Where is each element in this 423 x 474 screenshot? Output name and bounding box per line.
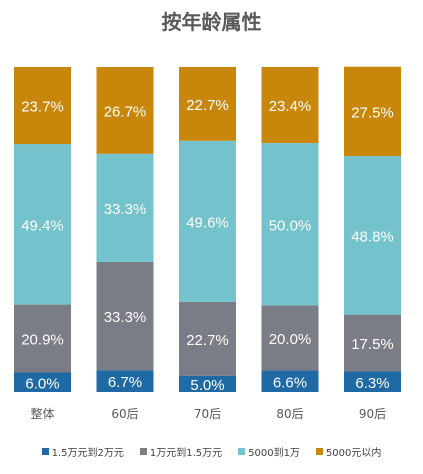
legend-swatch-1	[139, 448, 147, 455]
legend-item-3: 5000元以内	[315, 444, 382, 459]
data-label-60后-s3: 26.7%	[104, 103, 147, 120]
legend-label-3: 5000元以内	[325, 448, 382, 459]
legend-swatch-0	[41, 448, 49, 455]
legend-swatch-3	[315, 448, 323, 455]
bar-segment-70后-s1	[179, 301, 236, 376]
x-tick-label-80后: 80后	[276, 407, 303, 421]
bar-segment-整体-s0	[14, 372, 71, 392]
data-label-整体-s0: 6.0%	[25, 375, 59, 392]
bar-segment-90后-s2	[344, 156, 401, 315]
x-tick-label-60后: 60后	[111, 407, 138, 421]
data-label-整体-s3: 23.7%	[21, 99, 64, 116]
data-label-60后-s2: 33.3%	[104, 201, 147, 218]
bar-segment-70后-s2	[179, 140, 236, 302]
bar-segment-80后-s1	[261, 305, 319, 371]
data-label-90后-s2: 48.8%	[351, 228, 394, 245]
bar-segment-60后-s0	[96, 370, 154, 392]
bar-segment-90后-s1	[344, 314, 401, 372]
data-label-90后-s0: 6.3%	[355, 375, 389, 392]
chart-legend: 1.5万元到2万元 1万元到1.5万元 5000到1万 5000元以内	[0, 444, 423, 459]
data-label-70后-s2: 49.6%	[186, 214, 229, 231]
x-tick-label-90后: 90后	[359, 407, 386, 421]
bar-segment-60后-s2	[96, 153, 154, 262]
data-label-90后-s3: 27.5%	[351, 104, 394, 121]
legend-item-1: 1万元到1.5万元	[139, 444, 223, 459]
bar-segment-80后-s3	[261, 67, 319, 144]
legend-label-2: 5000到1万	[248, 448, 300, 459]
data-label-70后-s0: 5.0%	[190, 377, 224, 394]
data-label-整体-s2: 49.4%	[21, 217, 64, 234]
data-label-90后-s1: 17.5%	[351, 336, 394, 353]
data-label-70后-s3: 22.7%	[186, 97, 229, 114]
data-label-整体-s1: 20.9%	[21, 332, 64, 349]
legend-swatch-2	[238, 448, 246, 455]
bar-segment-90后-s0	[344, 371, 401, 392]
bar-segment-70后-s3	[179, 67, 236, 141]
bar-segment-90后-s3	[344, 66, 401, 157]
bar-segment-80后-s0	[261, 370, 319, 392]
x-tick-label-整体: 整体	[30, 406, 54, 421]
bar-segment-整体-s2	[14, 144, 71, 305]
data-label-80后-s3: 23.4%	[269, 98, 312, 115]
bar-segment-整体-s1	[14, 304, 71, 373]
legend-item-2: 5000到1万	[238, 444, 300, 459]
bar-segment-60后-s3	[96, 67, 154, 154]
data-label-60后-s0: 6.7%	[108, 374, 142, 391]
bar-segment-整体-s3	[14, 67, 71, 145]
legend-item-0: 1.5万元到2万元	[41, 444, 124, 459]
bar-segment-60后-s1	[96, 262, 154, 371]
x-tick-label-70后: 70后	[194, 407, 221, 421]
chart-title: 按年龄属性	[161, 10, 262, 34]
data-label-80后-s1: 20.0%	[269, 331, 312, 348]
data-label-80后-s0: 6.6%	[273, 374, 307, 391]
legend-label-0: 1.5万元到2万元	[51, 448, 124, 459]
bar-segment-70后-s0	[179, 375, 236, 392]
data-label-70后-s1: 22.7%	[186, 332, 229, 349]
data-label-60后-s1: 33.3%	[104, 309, 147, 326]
data-label-80后-s2: 50.0%	[269, 217, 312, 234]
bar-segment-80后-s2	[261, 143, 319, 306]
legend-label-1: 1万元到1.5万元	[149, 448, 223, 459]
